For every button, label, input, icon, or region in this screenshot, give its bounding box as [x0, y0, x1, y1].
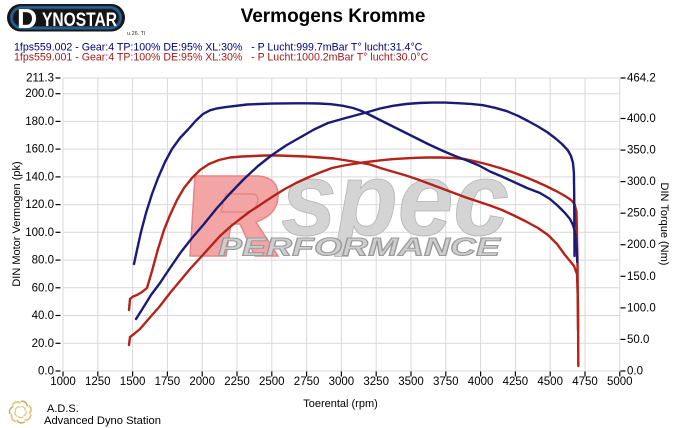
svg-text:60.0: 60.0 — [32, 282, 54, 294]
svg-text:2500: 2500 — [259, 376, 285, 388]
svg-text:80.0: 80.0 — [32, 255, 54, 267]
svg-text:300.0: 300.0 — [627, 176, 656, 188]
svg-text:0.0: 0.0 — [38, 366, 54, 378]
svg-text:211.3: 211.3 — [26, 73, 54, 85]
svg-text:D: D — [17, 3, 37, 34]
svg-text:3250: 3250 — [363, 376, 389, 388]
svg-text:0.0: 0.0 — [627, 366, 643, 378]
svg-text:100.0: 100.0 — [25, 227, 54, 239]
svg-text:4750: 4750 — [572, 376, 598, 388]
svg-text:1000: 1000 — [50, 376, 76, 388]
svg-text:4500: 4500 — [537, 376, 563, 388]
svg-text:180.0: 180.0 — [25, 116, 54, 128]
svg-text:2000: 2000 — [189, 376, 215, 388]
svg-text:5000: 5000 — [607, 376, 633, 388]
svg-text:u.26. TI: u.26. TI — [127, 31, 146, 37]
svg-text:200.0: 200.0 — [627, 239, 656, 251]
svg-text:2250: 2250 — [224, 376, 250, 388]
svg-text:120.0: 120.0 — [25, 199, 54, 211]
svg-text:A.D.S.: A.D.S. — [47, 403, 79, 415]
svg-text:140.0: 140.0 — [25, 171, 54, 183]
svg-text:150.0: 150.0 — [627, 271, 656, 283]
svg-text:4000: 4000 — [468, 376, 494, 388]
svg-text:2750: 2750 — [294, 376, 320, 388]
svg-text:400.0: 400.0 — [627, 113, 656, 125]
svg-text:20.0: 20.0 — [32, 338, 54, 350]
svg-text:1750: 1750 — [155, 376, 181, 388]
svg-text:Advanced Dyno Station: Advanced Dyno Station — [44, 415, 161, 427]
svg-text:464.2: 464.2 — [627, 73, 656, 85]
svg-text:100.0: 100.0 — [627, 302, 656, 314]
svg-text:1fps559.002 - Gear:4 TP:100% D: 1fps559.002 - Gear:4 TP:100% DE:95% XL:3… — [14, 42, 423, 54]
svg-text:350.0: 350.0 — [627, 145, 656, 157]
svg-text:DIN Motor Vermogen (pk): DIN Motor Vermogen (pk) — [11, 161, 23, 286]
svg-text:1fps559.001 - Gear:4 TP:100% D: 1fps559.001 - Gear:4 TP:100% DE:95% XL:3… — [14, 52, 429, 64]
svg-text:YNOSTAR: YNOSTAR — [42, 10, 117, 31]
svg-text:200.0: 200.0 — [25, 88, 54, 100]
svg-text:1250: 1250 — [85, 376, 111, 388]
svg-text:3500: 3500 — [398, 376, 424, 388]
svg-text:50.0: 50.0 — [627, 334, 649, 346]
svg-text:DIN Torque (Nm): DIN Torque (Nm) — [658, 183, 670, 266]
svg-text:4250: 4250 — [503, 376, 529, 388]
svg-text:40.0: 40.0 — [32, 310, 54, 322]
svg-text:160.0: 160.0 — [25, 144, 54, 156]
svg-text:Toerental (rpm): Toerental (rpm) — [303, 398, 378, 410]
svg-text:250.0: 250.0 — [627, 208, 656, 220]
svg-text:3750: 3750 — [433, 376, 459, 388]
svg-text:1500: 1500 — [120, 376, 146, 388]
svg-text:3000: 3000 — [329, 376, 355, 388]
svg-text:Vermogens Kromme: Vermogens Kromme — [241, 6, 426, 27]
svg-text:PERFORMANCE: PERFORMANCE — [218, 235, 502, 262]
